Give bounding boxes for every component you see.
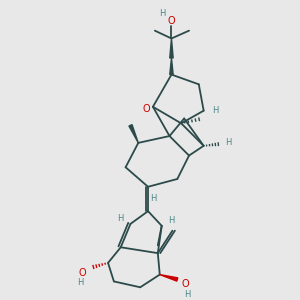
Polygon shape bbox=[160, 274, 178, 281]
Polygon shape bbox=[170, 38, 173, 58]
Text: H: H bbox=[212, 106, 219, 115]
Polygon shape bbox=[170, 58, 173, 75]
Text: H: H bbox=[118, 214, 124, 224]
Text: H: H bbox=[168, 216, 175, 225]
Text: H: H bbox=[77, 278, 84, 287]
Text: O: O bbox=[142, 104, 150, 114]
Polygon shape bbox=[129, 124, 138, 143]
Text: H: H bbox=[225, 138, 231, 147]
Text: H: H bbox=[150, 194, 156, 203]
Text: H: H bbox=[184, 290, 190, 298]
Text: O: O bbox=[79, 268, 86, 278]
Text: O: O bbox=[181, 279, 189, 290]
Text: O: O bbox=[168, 16, 175, 26]
Text: H: H bbox=[160, 9, 166, 18]
